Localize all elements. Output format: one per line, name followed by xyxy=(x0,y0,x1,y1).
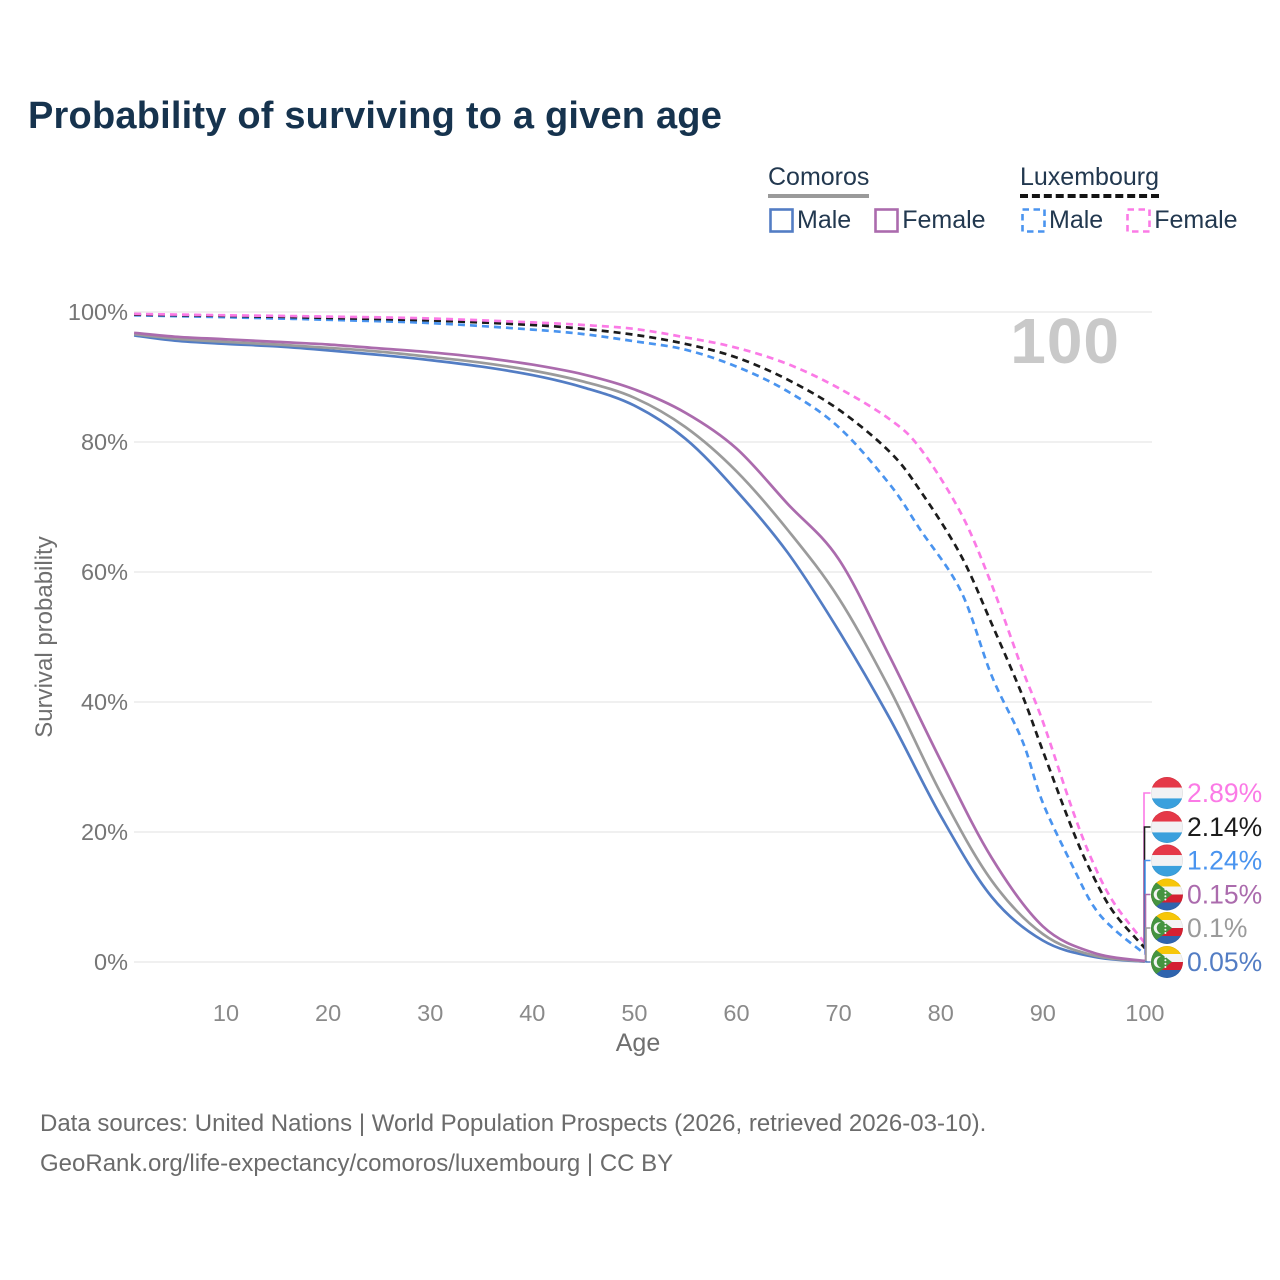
x-tick-label: 10 xyxy=(213,1000,239,1026)
comoros-underline: Comoros xyxy=(768,163,870,198)
footer-attribution: GeoRank.org/life-expectancy/comoros/luxe… xyxy=(40,1150,674,1177)
x-tick-label: 80 xyxy=(928,1000,954,1026)
legend-item-luxembourg-male[interactable]: Male xyxy=(1020,206,1103,235)
y-axis-title: Survival probability xyxy=(31,536,58,737)
series-line-comoros-female[interactable] xyxy=(133,331,1146,963)
x-tick-label: 20 xyxy=(315,1000,341,1026)
x-tick-label: 100 xyxy=(1125,1000,1164,1026)
legend-item-comoros-male[interactable]: Male xyxy=(768,206,851,235)
series-line-luxembourg-male[interactable] xyxy=(134,313,1146,955)
comoros-male-swatch-icon xyxy=(769,208,794,233)
series-line-luxembourg-female[interactable] xyxy=(134,312,1146,945)
end-value-label-luxembourg: 2.89% xyxy=(1187,778,1262,808)
plot-area[interactable] xyxy=(134,305,1152,965)
x-tick-label: 70 xyxy=(826,1000,852,1026)
legend-item-comoros-female[interactable]: Female xyxy=(873,206,986,235)
x-tick-label: 40 xyxy=(519,1000,545,1026)
luxembourg-female-swatch xyxy=(1126,208,1151,233)
legend-label-luxembourg-female: Female xyxy=(1154,206,1238,234)
y-tick-label: 60% xyxy=(81,559,128,585)
y-tick-label: 80% xyxy=(81,429,128,455)
end-value-label-luxembourg: 1.24% xyxy=(1187,846,1262,876)
series-line-luxembourg-total[interactable] xyxy=(134,313,1146,949)
x-tick-label: 60 xyxy=(723,1000,749,1026)
x-tick-label: 50 xyxy=(621,1000,647,1026)
comoros-female-swatch xyxy=(874,208,899,233)
footer-data-sources: Data sources: United Nations | World Pop… xyxy=(40,1110,987,1137)
comoros-male-swatch xyxy=(769,208,794,233)
legend-label-comoros-male: Male xyxy=(797,206,852,234)
series-line-comoros-total[interactable] xyxy=(133,332,1146,963)
comoros-flag-icon xyxy=(1151,912,1183,944)
hover-age-watermark: 100 xyxy=(1010,305,1120,377)
luxembourg-flag-icon xyxy=(1151,777,1183,809)
x-axis-title: Age xyxy=(616,1029,660,1057)
comoros-female-swatch-icon xyxy=(874,208,899,233)
page-title: Probability of surviving to a given age xyxy=(28,95,723,137)
legend-label-luxembourg-male: Male xyxy=(1049,206,1104,234)
legend-item-luxembourg-female[interactable]: Female xyxy=(1125,206,1238,235)
end-value-label-comoros: 0.1% xyxy=(1187,913,1247,943)
legend-label-comoros-female: Female xyxy=(902,206,986,234)
comoros-flag-icon xyxy=(1151,946,1183,978)
luxembourg-flag-icon xyxy=(1151,811,1183,843)
x-tick-label: 90 xyxy=(1030,1000,1056,1026)
y-tick-label: 100% xyxy=(68,299,128,325)
y-tick-label: 20% xyxy=(81,819,128,845)
legend-group-comoros: Comoros Male Female xyxy=(768,163,986,235)
luxembourg-male-swatch-icon xyxy=(1021,208,1046,233)
luxembourg-underline: Luxembourg xyxy=(1020,163,1159,198)
luxembourg-flag-icon xyxy=(1151,844,1183,877)
series-line-comoros-male[interactable] xyxy=(133,334,1146,964)
y-tick-label: 0% xyxy=(94,949,128,975)
luxembourg-female-swatch-icon xyxy=(1126,208,1151,233)
luxembourg-male-swatch xyxy=(1021,208,1046,233)
legend-group-luxembourg: Luxembourg Male Female xyxy=(1020,163,1238,235)
end-value-label-comoros: 0.05% xyxy=(1187,947,1262,977)
end-value-label-comoros: 0.15% xyxy=(1187,880,1262,910)
end-value-label-luxembourg: 2.14% xyxy=(1187,812,1262,842)
comoros-flag-icon xyxy=(1151,878,1183,911)
legend-country-comoros: Comoros xyxy=(768,163,986,198)
legend-country-luxembourg: Luxembourg xyxy=(1020,163,1238,198)
y-tick-label: 40% xyxy=(81,689,128,715)
x-tick-label: 30 xyxy=(417,1000,443,1026)
